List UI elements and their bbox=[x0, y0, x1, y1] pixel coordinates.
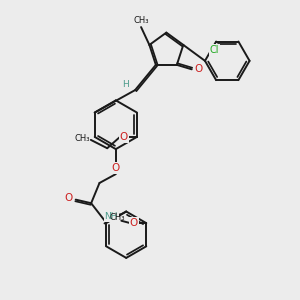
Text: O: O bbox=[119, 132, 128, 142]
Text: H: H bbox=[122, 80, 129, 89]
Text: Cl: Cl bbox=[210, 45, 219, 55]
Text: O: O bbox=[64, 193, 73, 203]
Text: O: O bbox=[112, 163, 120, 173]
Text: CH₃: CH₃ bbox=[110, 213, 125, 222]
Text: NH: NH bbox=[104, 212, 118, 221]
Text: O: O bbox=[130, 218, 138, 228]
Text: CH₃: CH₃ bbox=[133, 16, 149, 25]
Text: O: O bbox=[194, 64, 202, 74]
Text: CH₃: CH₃ bbox=[75, 134, 90, 143]
